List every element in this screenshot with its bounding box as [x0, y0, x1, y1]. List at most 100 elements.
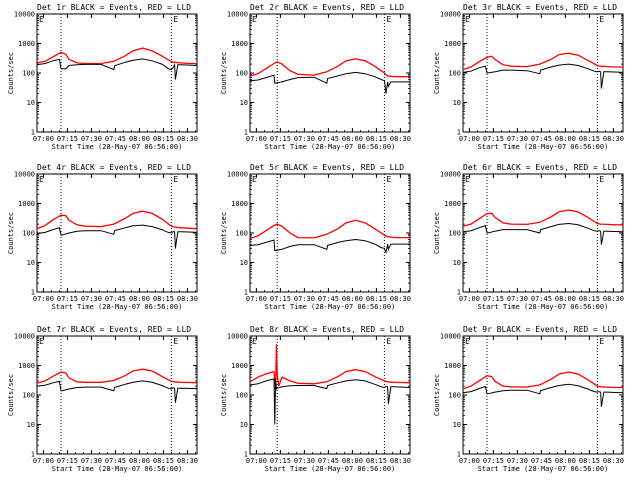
y-tick-label: 10000 — [14, 11, 35, 19]
e-marker-label-left: E — [252, 15, 257, 24]
x-axis-label: Start Time (28-May-07 06:56:00) — [265, 465, 396, 473]
y-tick-label: 1000 — [444, 40, 461, 48]
x-tick-label: 07:45 — [531, 135, 552, 143]
x-tick-label: 08:00 — [129, 457, 150, 465]
x-tick-label: 08:15 — [366, 295, 387, 303]
y-axis-label: Counts/sec — [220, 52, 228, 94]
e-marker-label: E — [173, 337, 178, 346]
x-tick-label: 07:15 — [57, 457, 78, 465]
y-tick-label: 10 — [240, 99, 248, 107]
series-events-line — [36, 224, 198, 249]
y-tick-label: 1 — [457, 451, 461, 459]
x-tick-label: 07:00 — [246, 457, 267, 465]
x-axis-label: Start Time (28-May-07 06:56:00) — [478, 465, 609, 473]
series-lld-line — [249, 219, 410, 240]
x-tick-label: 07:30 — [507, 135, 528, 143]
x-tick-label: 07:30 — [81, 295, 102, 303]
e-marker-label-left: E — [252, 337, 257, 346]
x-tick-label: 07:45 — [531, 457, 552, 465]
y-tick-label: 1000 — [18, 40, 35, 48]
x-tick-label: 08:15 — [366, 135, 387, 143]
x-tick-label: 07:45 — [318, 135, 339, 143]
x-tick-label: 08:00 — [129, 295, 150, 303]
y-tick-label: 100 — [22, 392, 35, 400]
x-tick-label: 07:30 — [294, 135, 315, 143]
x-tick-label: 07:15 — [483, 295, 504, 303]
x-tick-label: 08:30 — [177, 135, 198, 143]
chart-panel-2: Det 2r BLACK = Events, RED = LLD 1 10 100 10… — [220, 3, 411, 151]
x-tick-label: 07:15 — [483, 135, 504, 143]
chart-title: Det 3r BLACK = Events, RED = LLD — [463, 3, 617, 12]
chart-panel-7: Det 7r BLACK = Events, RED = LLD 1 10 100 10… — [7, 325, 198, 473]
series-lld-line — [249, 58, 410, 78]
e-marker-label: E — [599, 175, 604, 184]
series-events-line — [249, 71, 410, 94]
series-lld-line — [36, 47, 197, 65]
x-tick-label: 08:00 — [342, 135, 363, 143]
y-tick-label: 10 — [240, 421, 248, 429]
y-tick-label: 1 — [244, 129, 248, 137]
chart-title: Det 9r BLACK = Events, RED = LLD — [463, 325, 617, 334]
y-tick-label: 1 — [457, 129, 461, 137]
plot-frame — [249, 13, 411, 133]
e-marker-label-left: E — [39, 15, 44, 24]
y-tick-label: 10000 — [440, 333, 461, 341]
series-events-line — [462, 222, 624, 245]
x-tick-label: 07:00 — [246, 295, 267, 303]
series-events-line — [249, 238, 410, 255]
chart-title: Det 8r BLACK = Events, RED = LLD — [250, 325, 404, 334]
y-tick-label: 100 — [448, 70, 461, 78]
y-axis-label: Counts/sec — [433, 52, 441, 94]
y-tick-label: 10 — [453, 259, 461, 267]
e-marker-label: E — [386, 15, 391, 24]
x-tick-label: 07:30 — [294, 457, 315, 465]
y-tick-label: 1000 — [18, 362, 35, 370]
x-tick-label: 07:45 — [105, 135, 126, 143]
x-tick-label: 08:15 — [153, 135, 174, 143]
x-tick-label: 08:00 — [342, 457, 363, 465]
series-lld-line — [462, 371, 623, 390]
x-tick-label: 08:30 — [603, 135, 624, 143]
chart-panel-1: Det 1r BLACK = Events, RED = LLD 1 10 100 10… — [7, 3, 198, 151]
x-tick-label: 07:15 — [57, 295, 78, 303]
x-tick-label: 08:15 — [579, 295, 600, 303]
y-tick-label: 10000 — [14, 171, 35, 179]
chart-title: Det 4r BLACK = Events, RED = LLD — [37, 163, 191, 172]
x-tick-label: 07:00 — [459, 295, 480, 303]
x-tick-label: 07:30 — [507, 295, 528, 303]
chart-panel-5: Det 5r BLACK = Events, RED = LLD 1 10 100 10… — [220, 163, 411, 311]
y-tick-label: 1 — [244, 289, 248, 297]
x-tick-label: 07:30 — [294, 295, 315, 303]
y-tick-label: 1 — [31, 129, 35, 137]
series-lld-line — [462, 52, 623, 71]
x-tick-label: 07:30 — [81, 457, 102, 465]
series-events-line — [36, 380, 198, 403]
y-tick-label: 10 — [453, 421, 461, 429]
plot-frame — [36, 335, 198, 455]
y-tick-label: 10000 — [440, 171, 461, 179]
y-tick-label: 100 — [448, 392, 461, 400]
x-axis-label: Start Time (28-May-07 06:56:00) — [265, 303, 396, 311]
e-marker-label: E — [599, 337, 604, 346]
x-tick-label: 08:30 — [390, 457, 411, 465]
chart-title: Det 1r BLACK = Events, RED = LLD — [37, 3, 191, 12]
x-tick-label: 07:00 — [246, 135, 267, 143]
series-lld-line — [36, 210, 198, 230]
y-tick-label: 100 — [22, 70, 35, 78]
x-tick-label: 08:15 — [153, 295, 174, 303]
x-tick-label: 08:30 — [177, 295, 198, 303]
x-tick-label: 08:30 — [390, 295, 411, 303]
chart-panel-6: Det 6r BLACK = Events, RED = LLD 1 10 100 10… — [433, 163, 624, 311]
e-marker-label: E — [173, 175, 178, 184]
chart-title: Det 2r BLACK = Events, RED = LLD — [250, 3, 404, 12]
e-marker-label-left: E — [465, 337, 470, 346]
y-tick-label: 1 — [244, 451, 248, 459]
x-tick-label: 07:45 — [318, 457, 339, 465]
y-axis-label: Counts/sec — [220, 374, 228, 416]
y-axis-label: Counts/sec — [433, 374, 441, 416]
y-tick-label: 10 — [453, 99, 461, 107]
y-tick-label: 1000 — [231, 40, 248, 48]
y-tick-label: 1000 — [231, 362, 248, 370]
x-tick-label: 08:15 — [153, 457, 174, 465]
y-tick-label: 10000 — [227, 333, 248, 341]
